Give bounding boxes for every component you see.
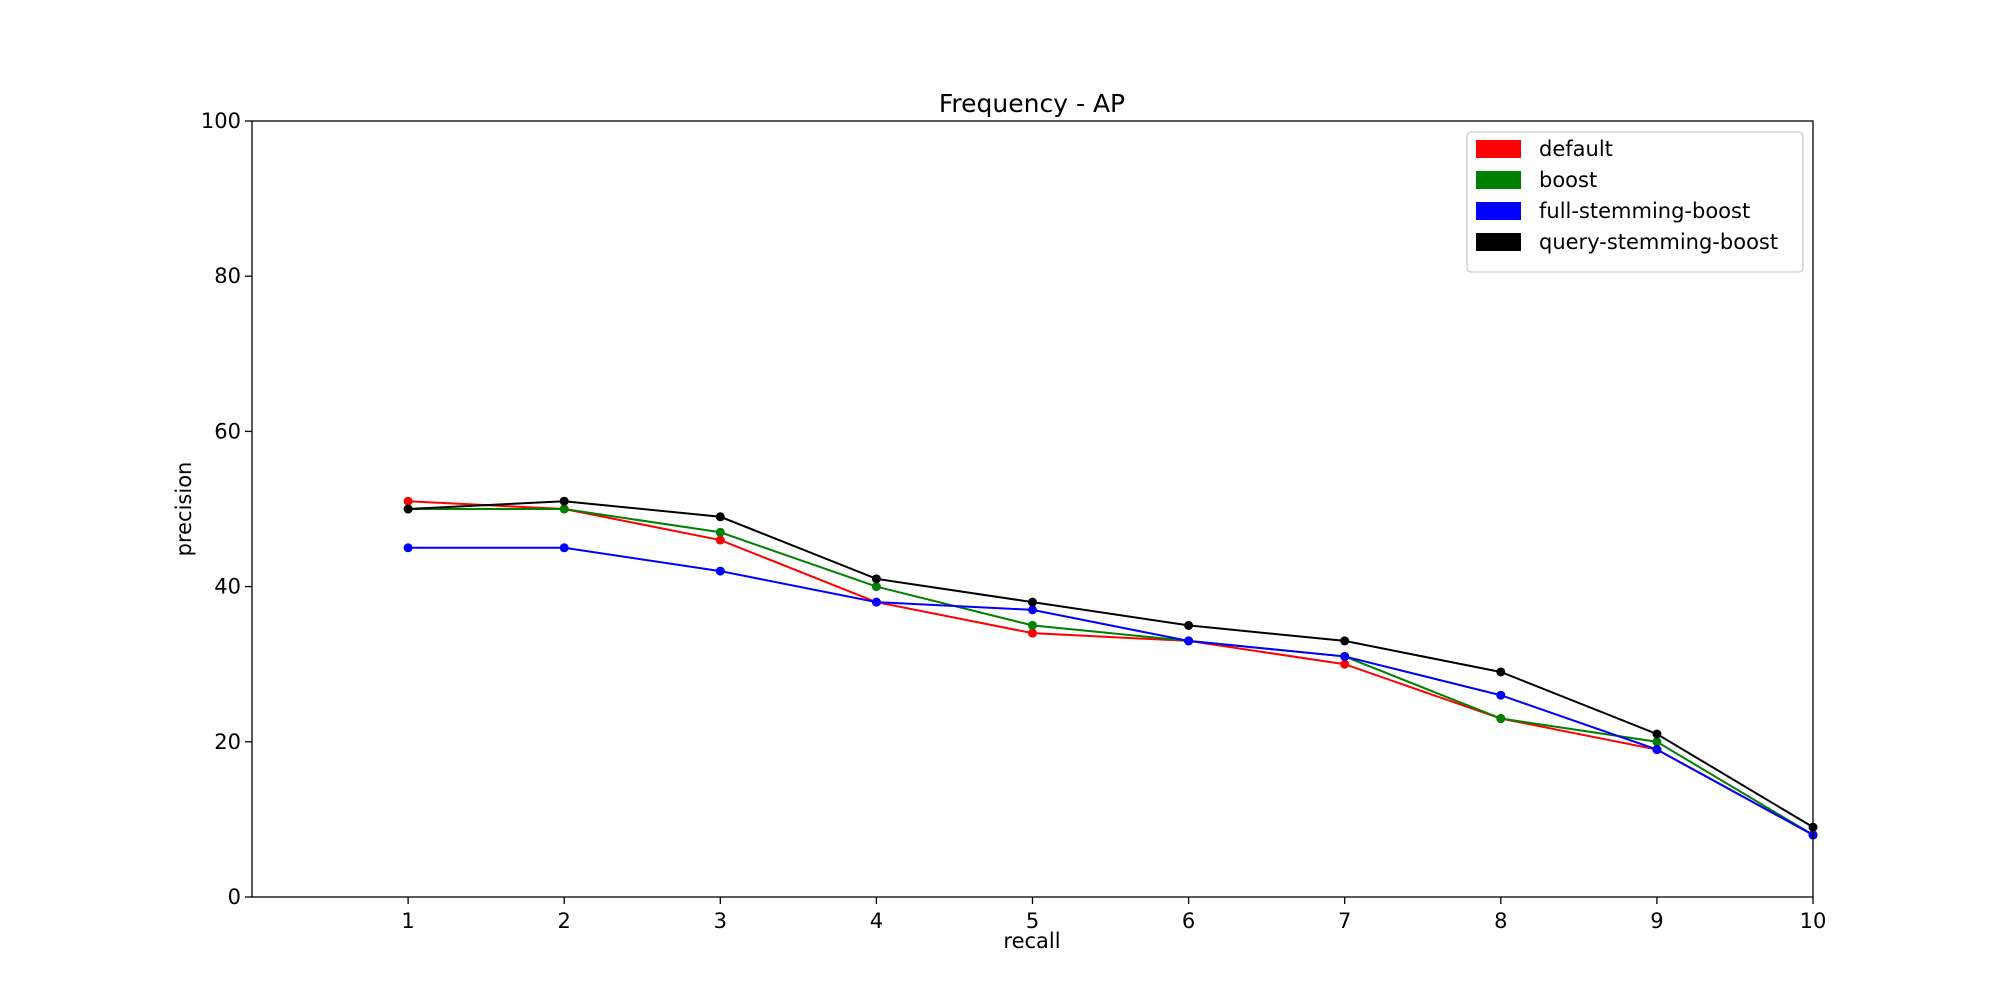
y-tick-label: 100 (201, 109, 241, 133)
data-point-query-stemming-boost (1340, 636, 1350, 646)
series-query-stemming-boost (403, 496, 1818, 832)
data-point-full-stemming-boost (403, 543, 413, 553)
legend-swatch (1476, 171, 1521, 189)
legend-swatch (1476, 202, 1521, 220)
legend-label: boost (1539, 168, 1597, 192)
data-point-boost (1028, 620, 1037, 630)
legend-frame (1466, 131, 1804, 273)
x-tick-label: 1 (401, 909, 414, 933)
legend-swatch (1476, 140, 1521, 158)
x-tick-label: 10 (1800, 909, 1827, 933)
data-point-full-stemming-boost (1652, 745, 1662, 755)
data-point-full-stemming-boost (1028, 605, 1037, 615)
x-axis: 1 2 3 4 5 6 7 8 9 10 (401, 897, 1826, 933)
chart-title: Frequency - AP (939, 89, 1125, 118)
series-default (403, 496, 1818, 840)
data-point-full-stemming-boost (559, 543, 569, 553)
series-full-stemming-boost (403, 543, 1818, 840)
x-tick-label: 8 (1494, 909, 1507, 933)
x-tick-label: 6 (1182, 909, 1195, 933)
y-tick-label: 0 (228, 885, 241, 909)
data-point-default (403, 496, 413, 506)
series-line-boost (408, 508, 1814, 836)
data-point-query-stemming-boost (715, 512, 725, 522)
x-tick-label: 4 (870, 909, 883, 933)
legend-label: default (1539, 137, 1613, 161)
x-tick-label: 5 (1026, 909, 1039, 933)
y-axis-label: precision (172, 462, 196, 557)
x-axis-label: recall (1003, 929, 1060, 953)
data-point-default (1340, 659, 1350, 669)
data-point-full-stemming-boost (1496, 690, 1506, 700)
series-line-full-stemming-boost (408, 546, 1814, 836)
data-point-boost (1652, 737, 1662, 747)
data-point-default (1028, 628, 1037, 638)
y-tick-label: 40 (214, 575, 241, 599)
legend-swatch (1476, 233, 1521, 251)
data-point-full-stemming-boost (1340, 651, 1350, 661)
data-point-query-stemming-boost (1652, 729, 1662, 739)
data-point-query-stemming-boost (403, 504, 413, 514)
data-point-boost (715, 527, 725, 537)
legend-label: query-stemming-boost (1539, 230, 1778, 254)
data-point-query-stemming-boost (871, 574, 881, 584)
data-point-query-stemming-boost (1496, 667, 1506, 677)
data-point-query-stemming-boost (1028, 597, 1037, 607)
data-point-boost (871, 582, 881, 592)
data-point-full-stemming-boost (871, 597, 881, 607)
series-line-query-stemming-boost (408, 500, 1814, 829)
x-tick-label: 2 (558, 909, 571, 933)
data-point-full-stemming-boost (715, 566, 725, 576)
legend-label: full-stemming-boost (1539, 199, 1750, 223)
data-point-boost (559, 504, 569, 514)
data-point-query-stemming-boost (1184, 620, 1194, 630)
x-tick-label: 9 (1650, 909, 1663, 933)
legend: default boost full-stemming-boost query-ste… (1466, 131, 1804, 273)
data-point-query-stemming-boost (559, 496, 569, 506)
y-tick-label: 80 (214, 264, 241, 288)
y-axis: 0 20 40 60 80 100 (201, 109, 252, 909)
series-layer (403, 496, 1818, 840)
y-tick-label: 20 (214, 730, 241, 754)
data-point-boost (1496, 714, 1506, 724)
y-tick-label: 60 (214, 419, 241, 443)
data-point-full-stemming-boost (1184, 636, 1194, 646)
data-point-default (715, 535, 725, 545)
x-tick-label: 3 (714, 909, 727, 933)
x-tick-label: 7 (1338, 909, 1351, 933)
series-line-default (408, 500, 1814, 836)
